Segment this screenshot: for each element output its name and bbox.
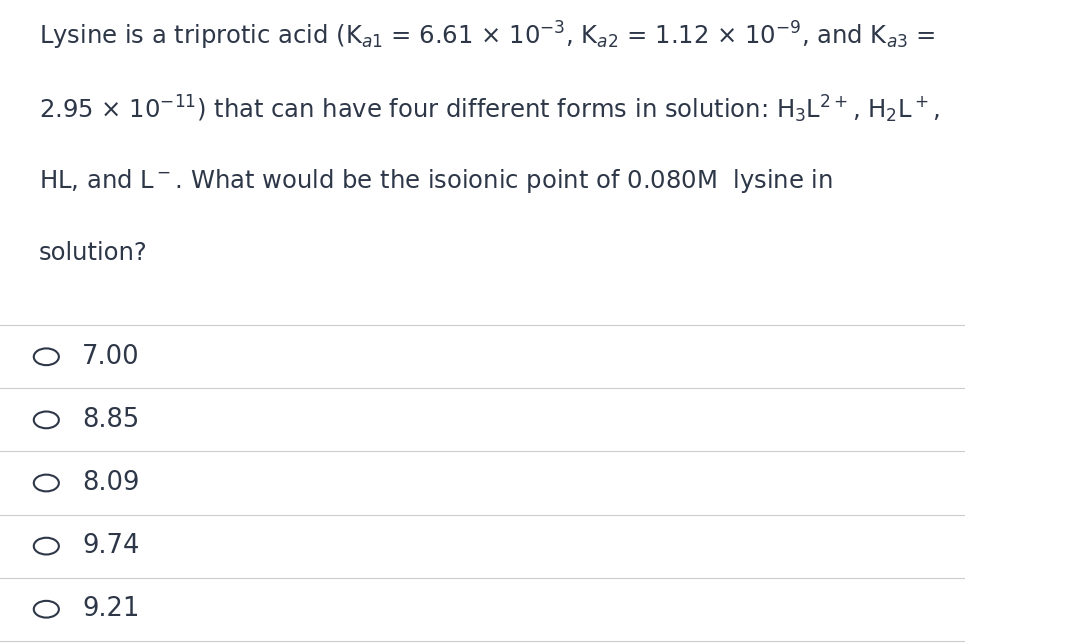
Text: 8.85: 8.85 bbox=[82, 407, 139, 433]
Text: solution?: solution? bbox=[39, 242, 148, 265]
Text: 2.95 × 10$^{-11}$) that can have four different forms in solution: H$_3$L$^{2+}$: 2.95 × 10$^{-11}$) that can have four di… bbox=[39, 93, 939, 125]
Text: 9.21: 9.21 bbox=[82, 596, 139, 622]
Text: 7.00: 7.00 bbox=[82, 344, 140, 370]
Text: 8.09: 8.09 bbox=[82, 470, 139, 496]
Text: HL, and L$^-$. What would be the isoionic point of 0.080M  lysine in: HL, and L$^-$. What would be the isoioni… bbox=[39, 167, 832, 195]
Text: 9.74: 9.74 bbox=[82, 533, 139, 559]
Text: Lysine is a triprotic acid (K$_{a1}$ = 6.61 × 10$^{-3}$, K$_{a2}$ = 1.12 × 10$^{: Lysine is a triprotic acid (K$_{a1}$ = 6… bbox=[39, 19, 935, 52]
